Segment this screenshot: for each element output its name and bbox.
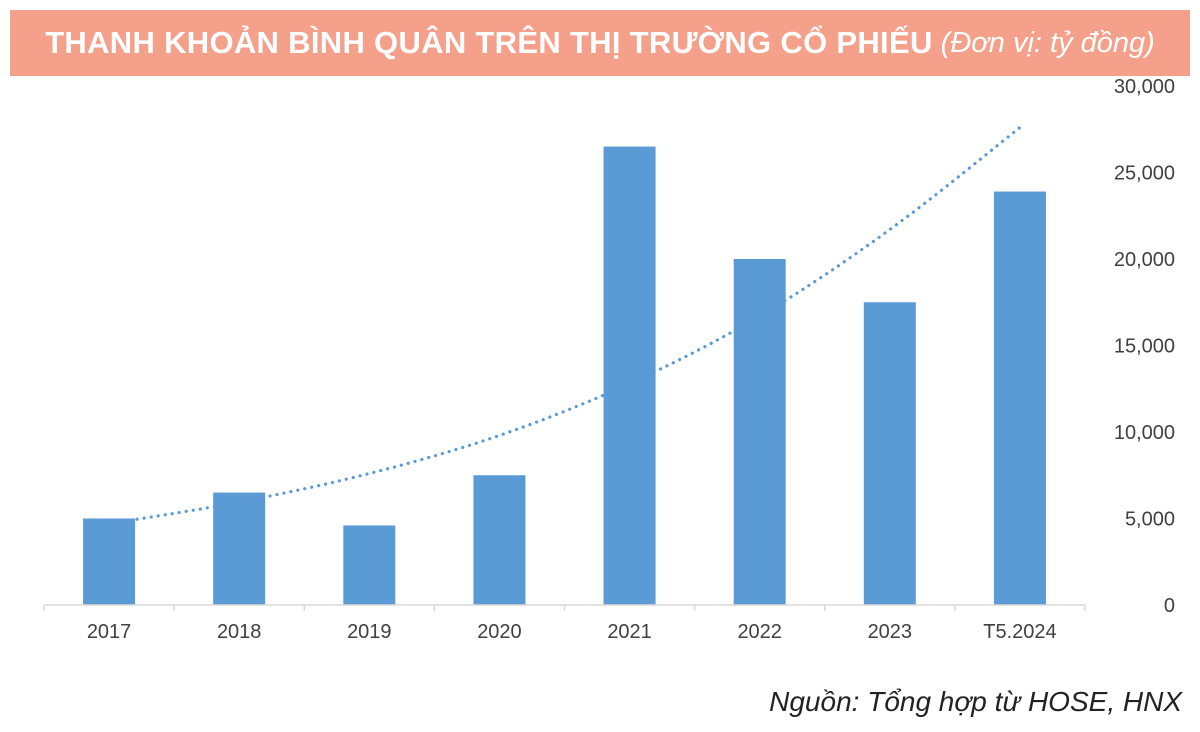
x-tick-label: 2018 [217, 621, 262, 643]
x-tick-label: 2021 [607, 621, 652, 643]
y-tick-label: 30,000 [1114, 76, 1175, 98]
x-tick-label: 2017 [87, 621, 132, 643]
title-bar: THANH KHOẢN BÌNH QUÂN TRÊN THỊ TRƯỜNG CỔ… [10, 10, 1190, 76]
y-tick-label: 0 [1164, 595, 1175, 617]
bar-2019 [343, 525, 396, 605]
chart-unit: (Đơn vị: tỷ đồng) [940, 26, 1155, 59]
bar-2020 [473, 475, 526, 605]
source-note: Nguồn: Tổng hợp từ HOSE, HNX [769, 686, 1182, 717]
chart-title: THANH KHOẢN BÌNH QUÂN TRÊN THỊ TRƯỜNG CỔ… [45, 25, 933, 60]
y-tick-label: 15,000 [1114, 336, 1175, 358]
y-tick-label: 10,000 [1114, 422, 1175, 444]
x-tick-label: 2022 [737, 621, 782, 643]
bar-2023 [863, 302, 916, 605]
bar-2022 [733, 259, 786, 605]
y-tick-label: 5,000 [1125, 509, 1175, 531]
x-tick-label: T5.2024 [983, 621, 1056, 643]
x-tick-label: 2019 [347, 621, 392, 643]
y-tick-label: 20,000 [1114, 249, 1175, 271]
bar-2018 [213, 492, 266, 605]
y-tick-label: 25,000 [1114, 163, 1175, 185]
bar-2017 [83, 518, 136, 605]
x-tick-label: 2023 [868, 621, 913, 643]
bar-T5.2024 [993, 191, 1046, 605]
x-tick-label: 2020 [477, 621, 522, 643]
